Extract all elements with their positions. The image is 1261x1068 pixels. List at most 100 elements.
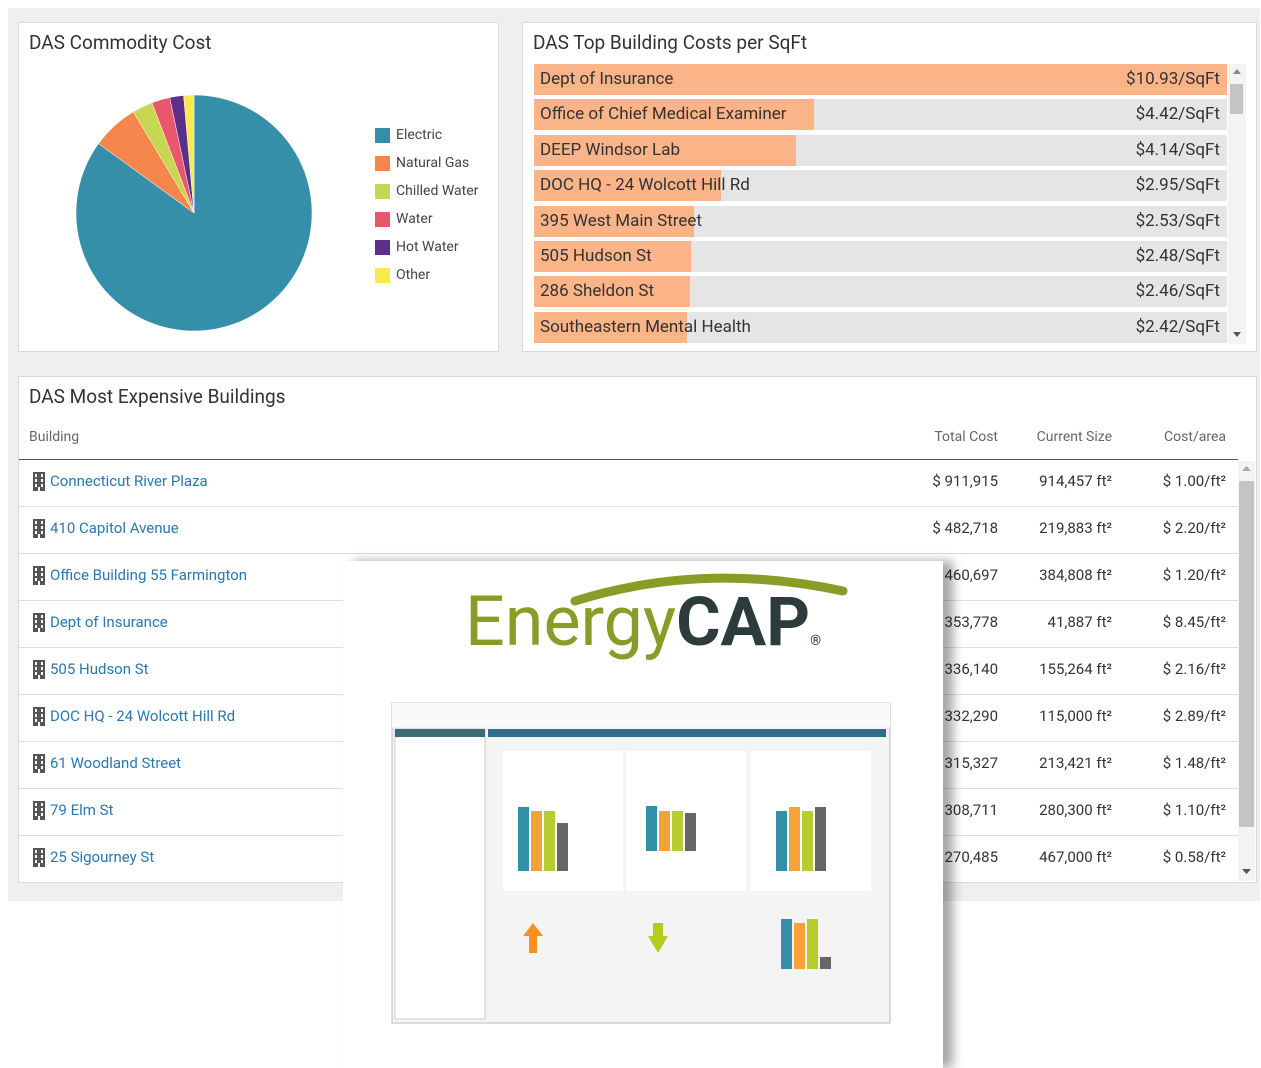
table-cell: 384,808 ft²: [1039, 566, 1112, 584]
bar-name: DOC HQ - 24 Wolcott Hill Rd: [540, 175, 750, 195]
bar-value-label: $4.42/SqFt: [1136, 104, 1220, 124]
page: DAS Commodity Cost ElectricNatural GasCh…: [0, 0, 1261, 1068]
bar-row: 505 Hudson St $2.48/SqFt: [534, 241, 1227, 272]
legend-swatch: [375, 156, 390, 171]
bar-row: Dept of Insurance $10.93/SqFt: [534, 64, 1227, 95]
bar-value-label: $2.95/SqFt: [1136, 175, 1220, 195]
building-link[interactable]: Dept of Insurance: [50, 613, 168, 631]
bar-value-label: $4.14/SqFt: [1136, 140, 1220, 160]
logo: EnergyCAP®: [465, 587, 821, 657]
column-header: Current Size: [1037, 429, 1112, 445]
bar-row: 286 Sheldon St $2.46/SqFt: [534, 276, 1227, 307]
energycap-overlay: EnergyCAP®: [343, 561, 943, 1068]
bar-name: Dept of Insurance: [540, 69, 673, 89]
table-cell: 41,887 ft²: [1048, 613, 1112, 631]
building-link[interactable]: 79 Elm St: [50, 801, 113, 819]
icon-shape: [33, 566, 45, 585]
building-link[interactable]: DOC HQ - 24 Wolcott Hill Rd: [50, 707, 235, 725]
row-separator: [19, 506, 1238, 507]
building-link[interactable]: Office Building 55 Farmington: [50, 566, 247, 584]
building-icon: [32, 801, 46, 820]
table-cell: $ 1.10/ft²: [1163, 801, 1226, 819]
bar-row: Southeastern Mental Health $2.42/SqFt: [534, 312, 1227, 343]
table-cell: $ 1.00/ft²: [1163, 472, 1226, 490]
table-cell: $ 1.48/ft²: [1163, 754, 1226, 772]
header-rule: [19, 459, 1238, 460]
table-cell: 115,000 ft²: [1039, 707, 1112, 725]
scrollbar[interactable]: [1228, 64, 1246, 344]
icon-shape: [33, 801, 45, 820]
bar-name: DEEP Windsor Lab: [540, 140, 680, 160]
table-cell: $ 2.20/ft²: [1163, 519, 1226, 537]
icon-shape: [33, 472, 45, 491]
legend-label: Chilled Water: [396, 183, 478, 199]
building-icon: [32, 472, 46, 491]
building-link[interactable]: 25 Sigourney St: [50, 848, 154, 866]
building-icon: [32, 660, 46, 679]
legend-label: Other: [396, 267, 430, 283]
building-link[interactable]: 410 Capitol Avenue: [50, 519, 179, 537]
table-cell: 280,300 ft²: [1039, 801, 1112, 819]
table-cell: 467,000 ft²: [1039, 848, 1112, 866]
column-header: Building: [29, 429, 79, 445]
legend-label: Hot Water: [396, 239, 459, 255]
building-link[interactable]: Connecticut River Plaza: [50, 472, 208, 490]
legend-swatch: [375, 212, 390, 227]
bar-value-label: $2.53/SqFt: [1136, 211, 1220, 231]
table-cell: $ 8.45/ft²: [1163, 613, 1226, 631]
scrollbar[interactable]: [1238, 461, 1255, 881]
panel-title: DAS Most Expensive Buildings: [29, 385, 285, 408]
bar-name: Office of Chief Medical Examiner: [540, 104, 786, 124]
building-icon: [32, 707, 46, 726]
legend-swatch: [375, 240, 390, 255]
bar-value-label: $10.93/SqFt: [1126, 69, 1220, 89]
legend-label: Electric: [396, 127, 442, 143]
bar-name: Southeastern Mental Health: [540, 317, 751, 337]
bar-row: DEEP Windsor Lab $4.14/SqFt: [534, 135, 1227, 166]
icon-shape: [33, 707, 45, 726]
building-icon: [32, 754, 46, 773]
bar-name: 286 Sheldon St: [540, 281, 654, 301]
logo-prefix: Energy: [465, 581, 676, 663]
legend-swatch: [375, 184, 390, 199]
icon-shape: [33, 754, 45, 773]
icon-shape: [33, 519, 45, 538]
table-cell: 219,883 ft²: [1039, 519, 1112, 537]
table-cell: 155,264 ft²: [1039, 660, 1112, 678]
icon-shape: [33, 660, 45, 679]
bar-row: Office of Chief Medical Examiner $4.42/Sq…: [534, 99, 1227, 130]
registered-mark: ®: [810, 633, 821, 649]
building-link[interactable]: 505 Hudson St: [50, 660, 149, 678]
building-icon: [32, 519, 46, 538]
row-separator: [19, 553, 1238, 554]
legend-label: Water: [396, 211, 433, 227]
logo-suffix: CAP: [676, 582, 810, 662]
building-icon: [32, 848, 46, 867]
table-cell: $ 2.16/ft²: [1163, 660, 1226, 678]
building-icon: [32, 613, 46, 632]
legend-swatch: [375, 128, 390, 143]
table-cell: $ 911,915: [932, 472, 998, 490]
bar-value-label: $2.48/SqFt: [1136, 246, 1220, 266]
bar-name: 505 Hudson St: [540, 246, 652, 266]
icon-shape: [33, 613, 45, 632]
bar-name: 395 West Main Street: [540, 211, 702, 231]
building-icon: [32, 566, 46, 585]
icon-shape: [33, 848, 45, 867]
bar-value-label: $2.46/SqFt: [1136, 281, 1220, 301]
panel-title: DAS Top Building Costs per SqFt: [533, 31, 807, 54]
legend-swatch: [375, 268, 390, 283]
legend-label: Natural Gas: [396, 155, 469, 171]
building-link[interactable]: 61 Woodland Street: [50, 754, 181, 772]
table-cell: $ 1.20/ft²: [1163, 566, 1226, 584]
table-cell: $ 2.89/ft²: [1163, 707, 1226, 725]
table-cell: 213,421 ft²: [1039, 754, 1112, 772]
top-costs-panel: DAS Top Building Costs per SqFt Dept of …: [522, 22, 1257, 352]
bar-row: DOC HQ - 24 Wolcott Hill Rd $2.95/SqFt: [534, 170, 1227, 201]
column-header: Cost/area: [1164, 429, 1226, 445]
table-cell: $ 482,718: [932, 519, 998, 537]
column-header: Total Cost: [934, 429, 998, 445]
bar-value-label: $2.42/SqFt: [1136, 317, 1220, 337]
table-cell: $ 0.58/ft²: [1163, 848, 1226, 866]
